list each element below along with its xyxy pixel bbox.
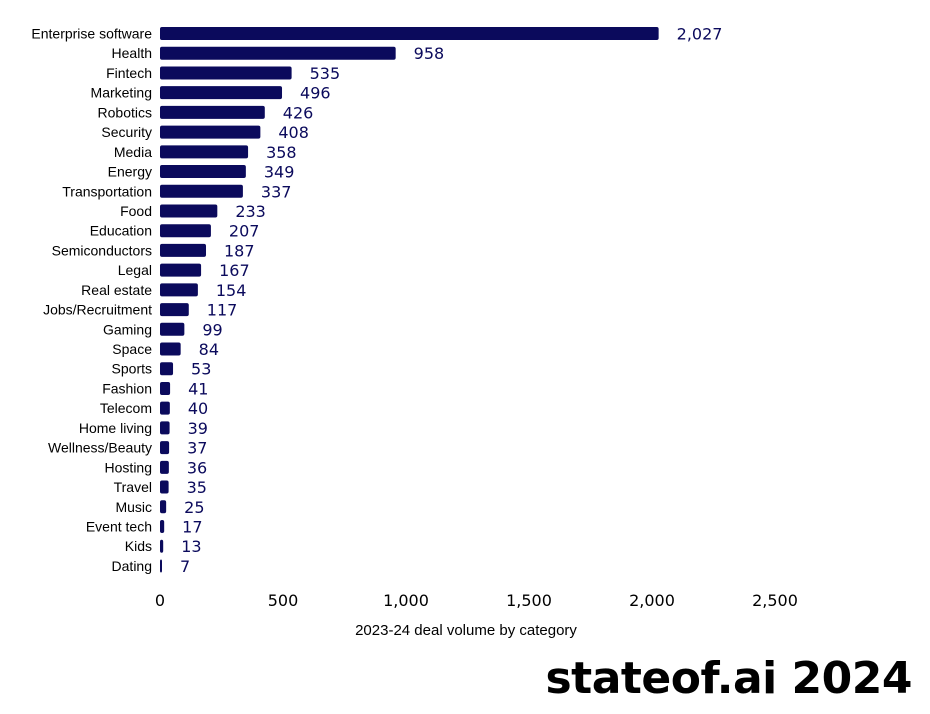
category-label: Event tech — [86, 519, 152, 535]
value-label: 37 — [187, 439, 207, 458]
category-label: Marketing — [91, 85, 152, 101]
bar — [160, 421, 170, 435]
value-label: 496 — [300, 84, 331, 103]
value-label: 117 — [207, 301, 238, 320]
bar — [160, 184, 243, 198]
value-label: 349 — [264, 163, 295, 182]
x-tick-label: 500 — [268, 591, 299, 610]
bar — [160, 86, 283, 100]
category-label: Kids — [125, 538, 152, 554]
category-label: Jobs/Recruitment — [43, 302, 152, 318]
category-labels: Enterprise software Health Fintech Marketin… — [31, 26, 152, 574]
value-label: 7 — [180, 557, 190, 576]
bar — [160, 480, 169, 494]
bar — [160, 303, 189, 317]
value-label: 17 — [182, 518, 202, 537]
bar — [160, 520, 165, 533]
value-label: 426 — [283, 103, 314, 122]
x-tick-label: 2,000 — [629, 591, 675, 610]
category-label: Transportation — [62, 183, 152, 199]
bar — [160, 27, 659, 40]
bar — [160, 165, 246, 179]
x-axis-ticks: 0 500 1,000 1,500 2,000 2,500 — [155, 591, 798, 610]
category-label: Security — [101, 124, 152, 140]
bar — [160, 381, 171, 395]
bar — [160, 342, 181, 356]
bar — [160, 500, 167, 514]
category-label: Semiconductors — [52, 242, 152, 258]
x-tick-label: 2,500 — [752, 591, 798, 610]
bar — [160, 362, 174, 376]
bar — [160, 401, 170, 415]
value-label: 167 — [219, 261, 250, 280]
category-label: Space — [112, 341, 152, 357]
bar — [160, 224, 211, 238]
bar — [160, 66, 292, 80]
value-label: 187 — [224, 241, 255, 260]
value-label: 39 — [188, 419, 208, 438]
category-label: Hosting — [105, 459, 152, 475]
bar — [160, 539, 164, 553]
category-label: Real estate — [81, 282, 152, 298]
value-label: 53 — [191, 360, 211, 379]
category-label: Travel — [114, 479, 152, 495]
bar — [160, 243, 207, 257]
value-label: 36 — [187, 458, 207, 477]
bar — [160, 441, 170, 455]
value-label: 13 — [181, 537, 201, 556]
category-label: Energy — [108, 164, 152, 180]
value-label: 233 — [235, 202, 266, 221]
value-label: 358 — [266, 143, 297, 162]
category-label: Music — [115, 499, 152, 515]
value-label: 99 — [202, 320, 222, 339]
category-label: Telecom — [100, 400, 152, 416]
x-tick-label: 1,500 — [506, 591, 552, 610]
value-label: 35 — [187, 478, 207, 497]
watermark-logo: stateof.ai 2024 — [545, 653, 912, 704]
category-label: Food — [120, 203, 152, 219]
bar — [160, 460, 169, 474]
value-label: 154 — [216, 281, 247, 300]
category-label: Home living — [79, 420, 152, 436]
category-label: Fashion — [102, 380, 152, 396]
bar — [160, 204, 218, 218]
bar — [160, 105, 265, 119]
value-label: 25 — [184, 498, 204, 517]
value-label: 337 — [261, 182, 292, 201]
value-label: 408 — [278, 123, 309, 142]
value-label: 2,027 — [677, 25, 723, 44]
bar — [160, 559, 162, 573]
category-label: Media — [114, 144, 152, 160]
category-label: Legal — [118, 262, 152, 278]
value-label: 207 — [229, 222, 260, 241]
value-label: 84 — [199, 340, 219, 359]
bar — [160, 263, 202, 277]
value-labels: 2,027 958 53549642640835834933723320718716… — [180, 25, 722, 576]
x-axis-title: 2023-24 deal volume by category — [355, 622, 577, 639]
bar — [160, 283, 198, 297]
bars — [160, 27, 659, 573]
bar — [160, 322, 185, 336]
bar — [160, 125, 261, 139]
x-tick-label: 1,000 — [383, 591, 429, 610]
x-tick-label: 0 — [155, 591, 165, 610]
bar — [160, 145, 249, 159]
value-label: 40 — [188, 399, 208, 418]
value-label: 41 — [188, 379, 208, 398]
category-label: Dating — [112, 558, 152, 574]
category-label: Health — [112, 45, 152, 61]
value-label: 958 — [414, 44, 445, 63]
category-label: Enterprise software — [31, 26, 152, 42]
category-label: Fintech — [106, 65, 152, 81]
category-label: Robotics — [98, 104, 152, 120]
category-label: Sports — [112, 361, 152, 377]
category-label: Wellness/Beauty — [48, 440, 152, 456]
bar — [160, 46, 396, 60]
value-label: 535 — [310, 64, 341, 83]
category-label: Education — [90, 223, 152, 239]
category-label: Gaming — [103, 321, 152, 337]
